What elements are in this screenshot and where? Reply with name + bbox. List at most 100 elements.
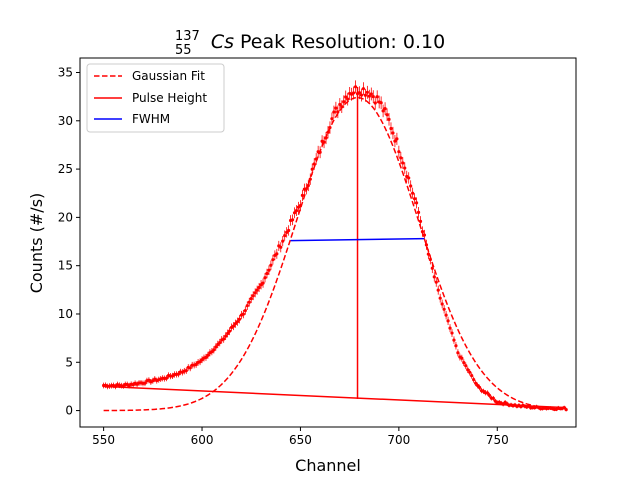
data-point: [470, 374, 474, 378]
data-point: [460, 356, 464, 360]
data-point: [285, 230, 289, 234]
data-point: [306, 183, 310, 188]
chart-title: Cs Peak Resolution: 0.10: [211, 31, 445, 53]
data-point: [287, 228, 291, 233]
data-point: [454, 344, 458, 348]
data-point: [385, 113, 389, 117]
data-point: [267, 268, 271, 272]
data-point: [371, 95, 375, 99]
data-point: [198, 360, 202, 364]
axes-layer: 550 600 650 700 750 0 5 10 15 20 25 30 35: [58, 65, 509, 447]
data-point: [235, 320, 240, 324]
data-point: [300, 193, 305, 197]
legend-box: [86, 63, 225, 133]
plot-frame: [79, 57, 577, 428]
data-point: [397, 150, 401, 154]
data-point: [292, 211, 297, 215]
legend-label-gaussian-fit: Gaussian Fit: [132, 69, 205, 83]
data-point: [487, 393, 491, 397]
data-point: [367, 94, 371, 98]
data-point: [359, 93, 364, 97]
data-point: [206, 353, 210, 357]
data-point: [373, 101, 377, 105]
data-point: [283, 234, 287, 238]
data-point: [224, 334, 228, 338]
x-axis-label: Channel: [295, 456, 361, 475]
data-point: [436, 288, 440, 292]
data-point: [401, 161, 405, 165]
data-point: [432, 275, 436, 279]
data-point: [204, 355, 208, 359]
data-point: [194, 362, 198, 367]
data-point: [468, 370, 472, 374]
data-point: [391, 131, 395, 135]
data-point: [477, 385, 482, 390]
data-point: [214, 345, 218, 349]
data-point: [212, 348, 216, 352]
data-point: [452, 338, 456, 342]
data-point: [269, 263, 273, 267]
data-point: [446, 319, 450, 323]
data-point: [450, 331, 454, 335]
data-point: [379, 101, 383, 105]
data-point: [361, 87, 366, 91]
title-isotope-atomic: 55: [175, 43, 192, 58]
data-point: [342, 100, 346, 104]
data-point: [491, 396, 495, 400]
baseline-line: [103, 385, 567, 409]
data-point: [413, 197, 417, 201]
data-point: [464, 364, 468, 368]
data-point: [438, 296, 442, 300]
legend-label-fwhm: FWHM: [132, 112, 170, 126]
data-point: [251, 294, 255, 298]
data-point: [338, 102, 342, 107]
data-point: [334, 106, 338, 110]
data-point: [176, 372, 181, 376]
data-point: [395, 137, 399, 141]
data-point: [393, 139, 397, 143]
data-point: [237, 317, 242, 321]
data-point: [448, 326, 452, 330]
data-point: [466, 368, 470, 372]
data-point: [332, 110, 336, 114]
title-isotope-symbol: Cs: [211, 31, 234, 53]
data-point: [387, 117, 391, 121]
data-point: [389, 126, 393, 131]
y-tick-label-20: 20: [58, 210, 73, 224]
legend: Gaussian Fit Pulse Height FWHM: [86, 63, 225, 133]
data-point: [279, 245, 283, 249]
data-point: [407, 176, 411, 180]
data-point: [440, 302, 444, 306]
data-point: [222, 337, 226, 341]
data-point: [241, 312, 245, 316]
data-point: [346, 97, 350, 101]
data-point: [249, 297, 253, 301]
data-point: [475, 383, 480, 388]
data-point: [462, 361, 466, 365]
data-point: [363, 93, 367, 97]
data-point: [263, 276, 267, 280]
data-point: [330, 117, 334, 121]
data-point: [294, 208, 299, 213]
y-tick-label-15: 15: [58, 259, 73, 273]
data-point: [188, 366, 192, 370]
data-point: [143, 381, 147, 385]
data-point: [227, 329, 232, 333]
data-point: [403, 166, 407, 170]
y-tick-label-25: 25: [58, 162, 73, 176]
x-tick-label-550: 550: [92, 433, 115, 447]
data-point: [369, 92, 373, 96]
fwhm-line: [290, 237, 425, 242]
x-tick-label-600: 600: [191, 433, 214, 447]
data-point: [245, 304, 249, 308]
title-isotope-mass: 137: [175, 29, 200, 44]
legend-label-pulse-height: Pulse Height: [132, 91, 207, 105]
data-point: [247, 300, 251, 304]
data-point: [456, 351, 460, 355]
data-layer: [102, 80, 568, 412]
data-point: [257, 285, 261, 290]
data-point: [275, 252, 279, 256]
data-point: [383, 106, 387, 111]
data-point: [218, 341, 222, 345]
